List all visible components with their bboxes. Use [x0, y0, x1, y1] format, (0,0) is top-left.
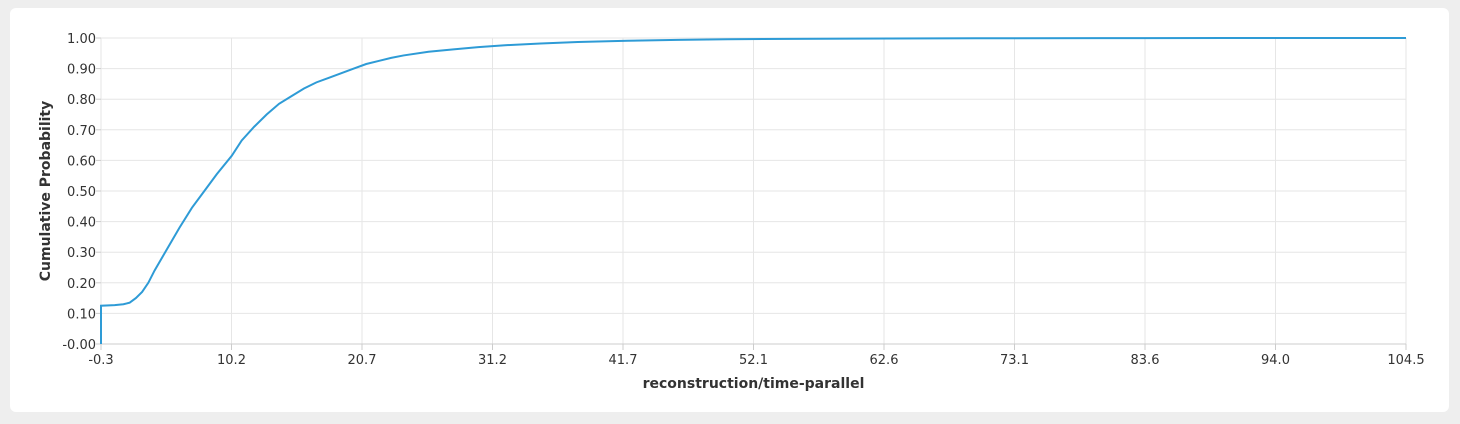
x-tick-label: 52.1 [739, 353, 768, 368]
y-axis-label: Cumulative Probability [38, 101, 54, 282]
y-tick-label: 0.20 [67, 277, 96, 292]
x-tick-label: 10.2 [217, 353, 246, 368]
y-tick-label: 0.40 [67, 216, 96, 231]
y-axis-ticks: -0.00 0.10 0.20 0.30 0.40 0.50 0.60 0.70 0.80 0.9… [62, 32, 101, 353]
y-tick-label: 0.50 [67, 185, 96, 200]
x-tick-label: 83.6 [1131, 353, 1160, 368]
x-tick-label: 31.2 [478, 353, 507, 368]
x-tick-label: -0.3 [88, 353, 113, 368]
x-tick-label: 73.1 [1000, 353, 1029, 368]
y-tick-label: 0.80 [67, 93, 96, 108]
y-tick-label: 0.30 [67, 246, 96, 261]
x-tick-label: 94.0 [1261, 353, 1290, 368]
y-tick-label: 0.10 [67, 307, 96, 322]
y-tick-label: -0.00 [62, 338, 96, 353]
chart-panel [10, 8, 1449, 412]
x-axis-ticks: -0.3 10.2 20.7 31.2 41.7 52.1 62.6 73.1 83.6 94.0… [88, 344, 1425, 368]
y-tick-label: 0.70 [67, 124, 96, 139]
x-tick-label: 20.7 [348, 353, 377, 368]
y-tick-label: 0.90 [67, 63, 96, 78]
grid-lines [100, 37, 1407, 345]
y-tick-label: 1.00 [67, 32, 96, 47]
x-axis-label: reconstruction/time-parallel [643, 376, 865, 392]
series-line [100, 37, 1406, 344]
x-tick-label: 41.7 [609, 353, 638, 368]
y-tick-label: 0.60 [67, 154, 96, 169]
x-tick-label: 104.5 [1387, 353, 1424, 368]
x-tick-label: 62.6 [870, 353, 899, 368]
